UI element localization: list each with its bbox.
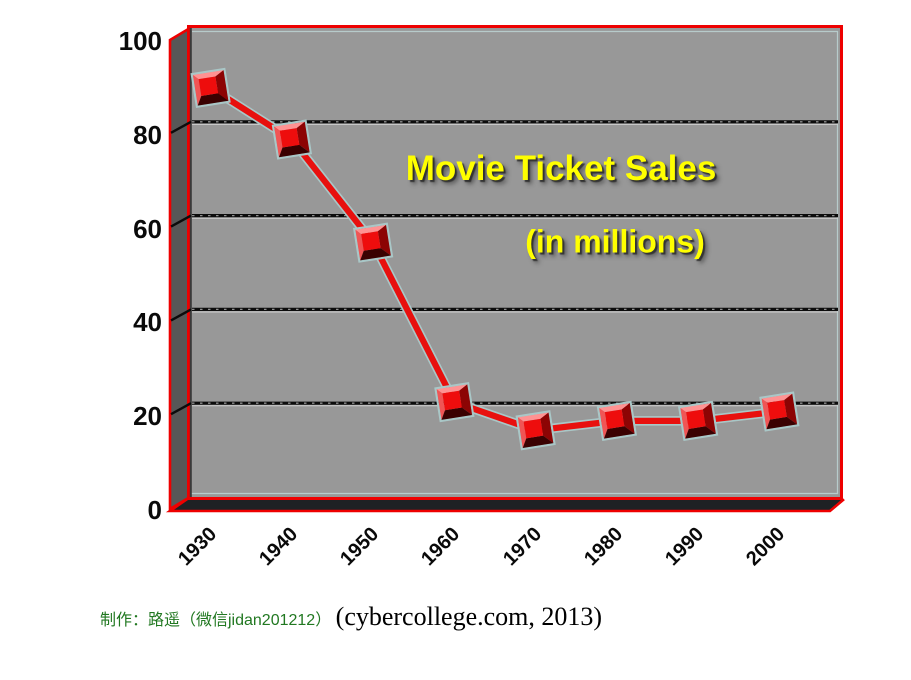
marker-bevel-top — [761, 393, 793, 403]
y-axis-label: 20 — [133, 401, 162, 432]
chart-subtitle: (in millions) — [525, 223, 705, 260]
caption: 制作：路遥（微信jidan201212） (cybercollege.com, … — [100, 602, 602, 632]
marker-halo — [434, 381, 475, 423]
marker-halo — [759, 391, 800, 432]
y-axis-label: 80 — [133, 119, 162, 150]
marker-face — [442, 390, 462, 411]
data-point-marker — [677, 400, 719, 442]
y-axis-label: 40 — [133, 307, 162, 338]
marker-halo — [271, 119, 313, 160]
data-point-marker — [759, 391, 800, 432]
wall-tick — [170, 120, 192, 134]
marker-bevel-left — [517, 417, 527, 449]
data-point-marker — [190, 67, 231, 109]
marker-bevel-right — [215, 70, 229, 101]
marker-face — [198, 76, 219, 96]
marker-bevel-right — [377, 224, 391, 256]
data-point-marker — [596, 400, 638, 442]
marker-face — [686, 409, 706, 429]
marker-bevel-top — [355, 224, 387, 234]
marker-face — [767, 400, 787, 420]
source-citation: (cybercollege.com, 2013) — [335, 602, 603, 631]
marker-bevel-bottom — [197, 93, 229, 106]
marker-bevel-bottom — [441, 407, 473, 420]
chart-title: Movie Ticket Sales — [405, 149, 717, 188]
marker-halo — [677, 400, 719, 442]
marker-bevel-top — [599, 403, 630, 413]
marker-face — [523, 418, 544, 439]
marker-bevel-top — [192, 70, 224, 80]
marker-halo — [515, 410, 556, 451]
marker-bevel-bottom — [278, 144, 310, 158]
y-axis-label: 0 — [147, 495, 162, 525]
marker-bevel-left — [761, 398, 771, 430]
marker-bevel-bottom — [685, 426, 716, 439]
marker-bevel-bottom — [766, 416, 798, 430]
marker-bevel-right — [296, 121, 310, 153]
marker-bevel-top — [680, 403, 712, 413]
marker-bevel-left — [192, 75, 202, 106]
marker-bevel-top — [436, 384, 468, 394]
marker-bevel-right — [621, 403, 635, 434]
marker-face — [604, 409, 625, 429]
marker-face — [279, 128, 300, 148]
marker-halo — [190, 67, 231, 109]
marker-bevel-bottom — [522, 435, 554, 449]
marker-bevel-left — [274, 126, 283, 158]
marker-bevel-right — [702, 403, 716, 434]
data-point-marker — [271, 119, 313, 160]
marker-bevel-right — [784, 393, 798, 425]
data-point-marker — [434, 381, 475, 423]
marker-face — [361, 231, 381, 251]
marker-bevel-left — [599, 408, 608, 439]
marker-bevel-top — [274, 121, 305, 131]
marker-bevel-bottom — [603, 426, 635, 439]
marker-bevel-left — [436, 389, 446, 420]
marker-bevel-top — [517, 412, 549, 422]
wall-tick — [170, 214, 192, 228]
marker-halo — [352, 222, 394, 263]
credit-text: 制作：路遥（微信jidan201212） — [100, 612, 332, 629]
wall-tick — [170, 308, 192, 322]
y-axis-label: 60 — [133, 213, 162, 244]
data-point-marker — [352, 222, 394, 263]
plot-frame — [187, 25, 843, 500]
marker-bevel-left — [355, 229, 364, 261]
marker-bevel-bottom — [360, 248, 391, 261]
data-point-marker — [515, 410, 556, 451]
marker-bevel-left — [680, 408, 689, 439]
marker-bevel-right — [459, 384, 473, 416]
marker-halo — [596, 400, 638, 442]
marker-bevel-right — [540, 412, 554, 444]
y-axis-label: 100 — [118, 26, 162, 56]
wall-tick — [170, 402, 192, 416]
frame-highlight — [191, 30, 839, 495]
